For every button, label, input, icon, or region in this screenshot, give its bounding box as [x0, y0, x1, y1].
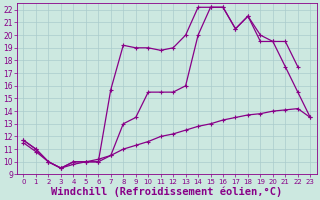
X-axis label: Windchill (Refroidissement éolien,°C): Windchill (Refroidissement éolien,°C) [51, 186, 283, 197]
